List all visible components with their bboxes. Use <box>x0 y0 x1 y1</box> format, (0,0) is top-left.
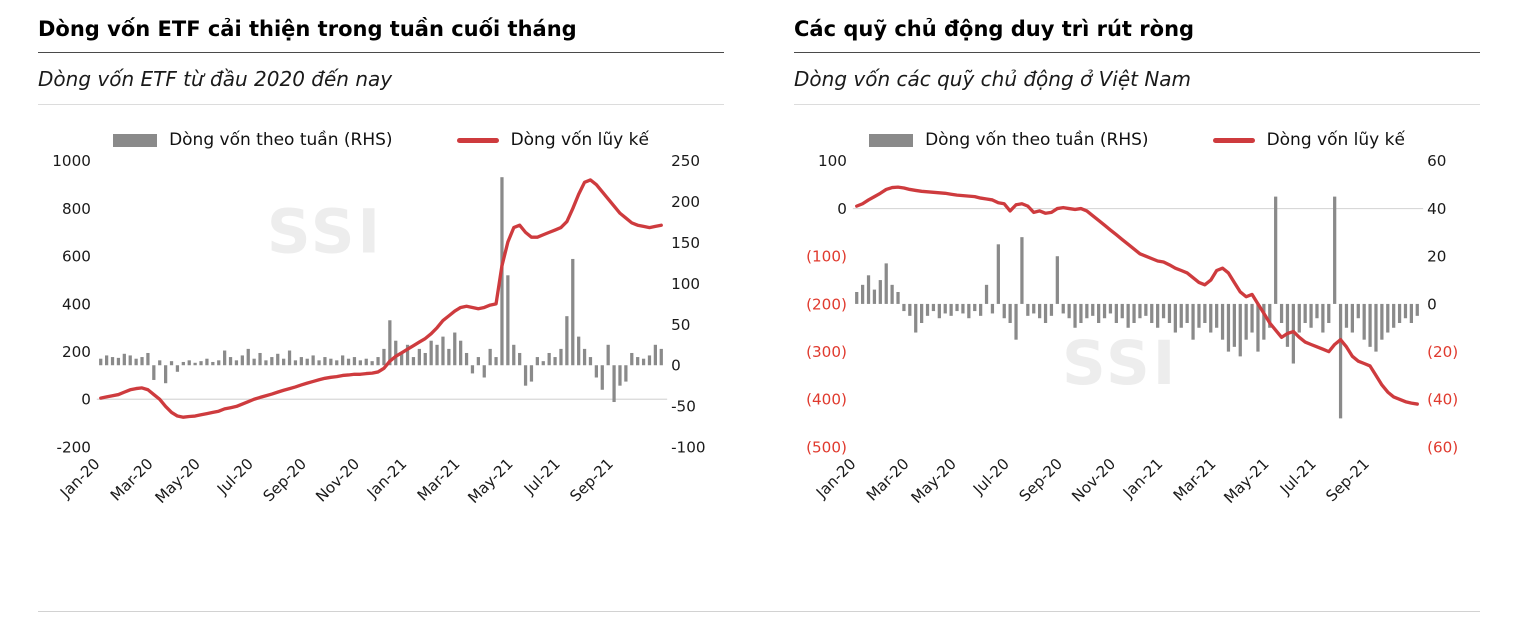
left-axis-label: 400 <box>62 296 91 314</box>
x-axis-label: Mar-20 <box>107 455 157 505</box>
cumulative-flow-line <box>99 178 663 420</box>
legend-label: Dòng vốn lũy kế <box>510 130 649 151</box>
x-axis-label: Sep-21 <box>1322 455 1372 505</box>
x-axis-label: Jul-21 <box>1276 455 1320 499</box>
left-axis-label: 600 <box>62 248 91 266</box>
right-axis: 250 200 150 100 50 0 -50 -100 <box>671 153 705 456</box>
x-axis-label: Nov-20 <box>312 455 363 506</box>
right-axis-label: 150 <box>671 234 700 252</box>
ssi-watermark: SSI <box>267 198 383 268</box>
panel-title: Các quỹ chủ động duy trì rút ròng <box>794 17 1195 41</box>
left-axis-label: (100) <box>806 248 847 266</box>
left-axis-label: -200 <box>56 439 90 457</box>
etf-flow-panel: Dòng vốn ETF cải thiện trong tuần cuối t… <box>38 16 724 531</box>
right-axis-label: 0 <box>1427 296 1437 314</box>
right-axis-label: 40 <box>1427 200 1446 218</box>
right-axis-label: (60) <box>1427 439 1458 457</box>
x-axis-label: Jan-20 <box>812 455 859 502</box>
left-axis-label: (300) <box>806 343 847 361</box>
left-axis-label: 200 <box>62 343 91 361</box>
active-funds-panel: Các quỹ chủ động duy trì rút ròng Dòng v… <box>794 16 1480 531</box>
x-axis-label: Sep-20 <box>260 455 310 505</box>
left-axis-label: (400) <box>806 391 847 409</box>
left-axis-label: 0 <box>81 391 91 409</box>
line-swatch-icon <box>456 137 499 143</box>
x-axis-label: Jan-21 <box>363 455 410 502</box>
bar-swatch-icon <box>869 133 914 147</box>
panel-subtitle: Dòng vốn ETF từ đầu 2020 đến nay <box>38 67 393 92</box>
legend-item-weekly-flow: Dòng vốn theo tuần (RHS) <box>113 130 393 150</box>
legend-item-weekly-flow: Dòng vốn theo tuần (RHS) <box>869 130 1149 150</box>
right-axis-label: 0 <box>671 357 681 375</box>
cumulative-flow-line <box>855 185 1419 406</box>
left-axis-label: (500) <box>806 439 847 457</box>
left-axis-label: 0 <box>837 200 847 218</box>
panel-subtitle: Dòng vốn các quỹ chủ động ở Việt Nam <box>794 67 1192 92</box>
right-axis-label: 60 <box>1427 153 1446 170</box>
title-divider <box>794 52 1480 54</box>
right-axis-label: (40) <box>1427 391 1458 409</box>
x-axis-label: Sep-20 <box>1016 455 1066 505</box>
x-axis-label: Jan-21 <box>1119 455 1166 502</box>
legend-label: Dòng vốn lũy kế <box>1266 130 1405 151</box>
etf-flow-chart: SSI 1000 800 600 400 200 0 -200 250 200 150 100 50 0 -… <box>52 153 705 507</box>
footer-divider <box>38 611 1480 612</box>
left-axis-label: 100 <box>818 153 847 170</box>
weekly-flow-bars <box>99 177 663 403</box>
right-axis-label: 100 <box>671 275 700 293</box>
x-axis-label: May-20 <box>152 455 204 507</box>
chart-legend: Dòng vốn theo tuần (RHS) Dòng vốn lũy kế <box>38 129 724 151</box>
legend-item-cumulative-flow: Dòng vốn lũy kế <box>1212 130 1405 151</box>
right-axis-label: 250 <box>671 153 700 170</box>
left-axis-label: 1000 <box>52 153 91 170</box>
line-swatch-icon <box>1212 137 1255 143</box>
x-axis-label: Jan-20 <box>56 455 103 502</box>
chart-legend: Dòng vốn theo tuần (RHS) Dòng vốn lũy kế <box>794 129 1480 151</box>
subtitle-divider <box>794 104 1480 106</box>
x-axis-label: Mar-21 <box>1170 455 1220 505</box>
x-axis-label: Jul-21 <box>520 455 564 499</box>
right-axis-label: 20 <box>1427 248 1446 266</box>
ssi-watermark: SSI <box>1062 329 1178 399</box>
left-axis: 1000 800 600 400 200 0 -200 <box>52 153 91 456</box>
right-axis: 60 40 20 0 (20) (40) (60) <box>1427 153 1458 456</box>
x-axis-label: May-21 <box>464 455 516 507</box>
subtitle-divider <box>38 104 724 106</box>
legend-label: Dòng vốn theo tuần (RHS) <box>925 130 1149 151</box>
x-axis-label: May-20 <box>908 455 960 507</box>
left-axis-label: (200) <box>806 296 847 314</box>
x-axis-label: Nov-20 <box>1068 455 1119 506</box>
right-axis-label: -50 <box>671 398 696 416</box>
x-axis-label: Mar-21 <box>414 455 464 505</box>
x-axis-label: Jul-20 <box>213 455 257 499</box>
right-axis-label: (20) <box>1427 343 1458 361</box>
legend-item-cumulative-flow: Dòng vốn lũy kế <box>456 130 649 151</box>
active-funds-chart: SSI 100 0 (100) (200) (300) (400) (500) 60 40 20 0 (… <box>806 153 1458 507</box>
panel-title: Dòng vốn ETF cải thiện trong tuần cuối t… <box>38 17 577 41</box>
x-axis-label: Jul-20 <box>969 455 1013 499</box>
left-axis-label: 800 <box>62 200 91 218</box>
x-axis-label: Sep-21 <box>566 455 616 505</box>
right-axis-label: -100 <box>671 439 705 457</box>
x-axis-label: May-21 <box>1220 455 1272 507</box>
right-axis-label: 200 <box>671 193 700 211</box>
title-divider <box>38 52 724 54</box>
x-axis-label: Mar-20 <box>863 455 913 505</box>
legend-label: Dòng vốn theo tuần (RHS) <box>169 130 393 151</box>
right-axis-label: 50 <box>671 316 690 334</box>
chart-panels: Dòng vốn ETF cải thiện trong tuần cuối t… <box>38 16 1480 531</box>
bar-swatch-icon <box>113 133 158 147</box>
left-axis: 100 0 (100) (200) (300) (400) (500) <box>806 153 847 456</box>
